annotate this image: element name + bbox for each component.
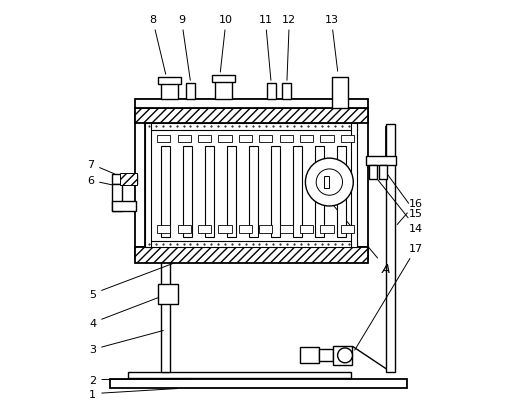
Bar (158, 284, 178, 304)
Bar (134, 112, 145, 248)
Bar (300, 135, 313, 143)
Bar (249, 147, 258, 237)
Bar (320, 226, 334, 233)
Bar (145, 124, 358, 131)
Bar (120, 173, 136, 186)
Bar (145, 242, 358, 248)
Bar (300, 226, 313, 233)
Bar (332, 78, 348, 109)
Bar (293, 147, 302, 237)
Text: 16: 16 (397, 199, 423, 225)
Bar (145, 124, 151, 248)
Bar (161, 81, 178, 100)
Bar (205, 147, 214, 237)
Bar (280, 135, 293, 143)
Text: 5: 5 (89, 254, 198, 299)
Text: 8: 8 (149, 15, 166, 75)
Bar (379, 165, 387, 180)
Bar (158, 135, 171, 143)
Bar (267, 84, 276, 100)
Bar (177, 135, 191, 143)
Text: 12: 12 (282, 15, 297, 81)
Bar (358, 112, 368, 248)
Bar (315, 147, 324, 237)
Bar (366, 156, 396, 165)
Bar (369, 165, 377, 180)
Bar (320, 135, 334, 143)
Bar (110, 380, 407, 389)
Bar (271, 147, 280, 237)
Bar (215, 78, 232, 100)
Text: 7: 7 (87, 159, 114, 175)
Bar (259, 226, 272, 233)
Bar (341, 135, 354, 143)
Bar (351, 124, 358, 248)
Bar (177, 226, 191, 233)
Text: 4: 4 (89, 295, 165, 328)
Bar (198, 135, 211, 143)
Bar (134, 248, 368, 259)
Bar (300, 347, 319, 363)
Bar (324, 176, 329, 189)
Bar (129, 372, 351, 379)
Text: 9: 9 (178, 15, 190, 81)
Bar (158, 78, 181, 85)
Bar (161, 147, 171, 237)
Bar (112, 175, 136, 185)
Text: 15: 15 (380, 164, 423, 219)
Bar (239, 226, 252, 233)
Bar (161, 259, 171, 372)
Text: 3: 3 (89, 331, 163, 355)
Bar (333, 347, 352, 365)
Bar (337, 147, 346, 237)
Text: 17: 17 (355, 244, 423, 350)
Text: 1: 1 (89, 389, 177, 399)
Bar (341, 226, 354, 233)
Circle shape (338, 348, 352, 363)
Text: 2: 2 (89, 375, 210, 385)
Bar (134, 100, 368, 109)
Bar (319, 349, 333, 361)
Bar (259, 135, 272, 143)
Text: 14: 14 (375, 177, 423, 233)
Bar (158, 226, 171, 233)
Text: 13: 13 (324, 15, 339, 72)
Bar (212, 76, 235, 83)
Circle shape (306, 159, 353, 206)
Bar (218, 135, 232, 143)
Bar (386, 125, 395, 372)
Bar (112, 185, 122, 211)
Text: 6: 6 (87, 176, 122, 188)
Bar (239, 135, 252, 143)
Bar (183, 147, 192, 237)
Bar (134, 248, 368, 263)
Bar (186, 84, 195, 100)
Bar (282, 84, 291, 100)
Text: A: A (326, 196, 391, 275)
Text: 11: 11 (258, 15, 272, 81)
Bar (227, 147, 236, 237)
Bar (280, 226, 293, 233)
Bar (112, 202, 136, 211)
Text: 10: 10 (219, 15, 233, 73)
Bar (218, 226, 232, 233)
Bar (198, 226, 211, 233)
Bar (134, 109, 368, 124)
